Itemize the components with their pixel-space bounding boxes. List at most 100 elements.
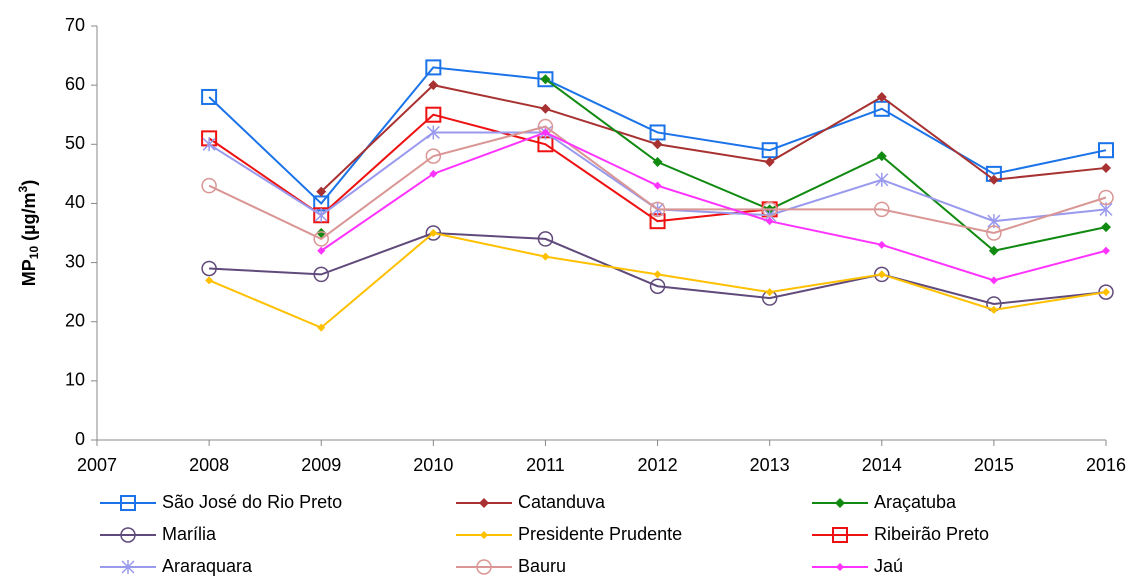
marker [479, 498, 489, 508]
x-tick-label: 2014 [862, 455, 902, 475]
x-tick-label: 2009 [301, 455, 341, 475]
marker [1102, 246, 1110, 255]
marker [425, 148, 442, 164]
series-line [208, 113, 770, 223]
marker [874, 266, 890, 283]
series-line [320, 131, 1107, 282]
marker [540, 103, 551, 114]
legend-label: Bauru [518, 556, 566, 576]
y-label-mid: (µg/m [19, 192, 39, 245]
marker [425, 106, 442, 123]
legend-label: Presidente Prudente [518, 524, 682, 544]
y-label-main: MP [19, 259, 39, 286]
legend-label: Araçatuba [874, 492, 957, 512]
y-label-end: ) [19, 180, 39, 186]
marker [201, 88, 218, 105]
legend-label: Ribeirão Preto [874, 524, 989, 544]
marker [121, 560, 135, 574]
marker [1101, 222, 1111, 233]
x-tick-label: 2013 [750, 455, 790, 475]
y-tick-label: 70 [65, 15, 85, 35]
marker [316, 186, 327, 197]
marker [764, 157, 775, 168]
marker [202, 137, 216, 152]
marker [761, 201, 778, 218]
y-tick-label: 50 [65, 133, 85, 153]
x-tick-label: 2011 [526, 455, 565, 475]
marker [989, 305, 998, 314]
marker [988, 245, 999, 256]
series-line [544, 78, 1107, 252]
marker [429, 169, 438, 178]
marker [989, 276, 998, 285]
marker [836, 563, 844, 571]
marker [540, 74, 551, 85]
marker [120, 495, 136, 511]
x-tick-label: 2007 [77, 455, 117, 475]
marker [876, 91, 887, 102]
series-line [208, 231, 1107, 329]
y-tick-label: 60 [65, 74, 85, 94]
marker [120, 527, 136, 543]
marker [986, 225, 1002, 241]
legend-label: Araraquara [162, 556, 253, 576]
y-tick-label: 20 [65, 310, 85, 330]
series-line [208, 125, 1107, 241]
marker [653, 181, 662, 190]
marker [652, 157, 663, 168]
marker [1102, 288, 1110, 297]
legend-label: Jaú [874, 556, 903, 576]
y-tick-label: 0 [75, 429, 85, 449]
series-line [320, 84, 1107, 193]
marker [429, 229, 438, 237]
marker [877, 240, 886, 249]
marker [653, 270, 662, 279]
marker [541, 252, 550, 261]
marker [1098, 284, 1114, 300]
marker [649, 201, 666, 218]
y-tick-label: 40 [65, 192, 85, 212]
marker [652, 139, 663, 150]
x-tick-label: 2008 [189, 455, 229, 475]
marker [649, 278, 666, 294]
marker [874, 201, 890, 218]
marker [875, 172, 889, 187]
marker [313, 231, 329, 247]
marker [988, 174, 999, 185]
marker [317, 246, 326, 255]
marker [201, 260, 217, 277]
marker [425, 225, 442, 241]
legend-label: Catanduva [518, 492, 606, 512]
marker [201, 177, 217, 194]
marker [314, 208, 328, 223]
legend-label: São José do Rio Preto [162, 492, 342, 512]
marker [428, 80, 439, 91]
marker [425, 59, 442, 76]
marker [765, 217, 774, 226]
marker [876, 151, 887, 162]
marker [317, 323, 326, 332]
marker [1101, 162, 1111, 173]
marker [537, 231, 554, 247]
marker [541, 128, 550, 137]
y-axis-label: MP10 (µg/m3) [16, 180, 41, 286]
marker [537, 71, 554, 88]
marker [1098, 142, 1114, 159]
marker [765, 288, 774, 297]
x-tick-label: 2016 [1086, 455, 1126, 475]
marker [476, 559, 492, 575]
marker [480, 531, 488, 539]
x-tick-label: 2010 [413, 455, 453, 475]
y-tick-label: 10 [65, 370, 85, 390]
y-label-sup: 3 [16, 185, 30, 192]
marker [313, 266, 329, 283]
x-tick-label: 2015 [974, 455, 1014, 475]
marker [205, 276, 214, 285]
y-label-sub: 10 [27, 246, 41, 260]
marker [832, 527, 848, 543]
marker [426, 125, 440, 140]
y-tick-label: 30 [65, 251, 85, 271]
marker [835, 498, 845, 508]
marker [1098, 189, 1114, 206]
